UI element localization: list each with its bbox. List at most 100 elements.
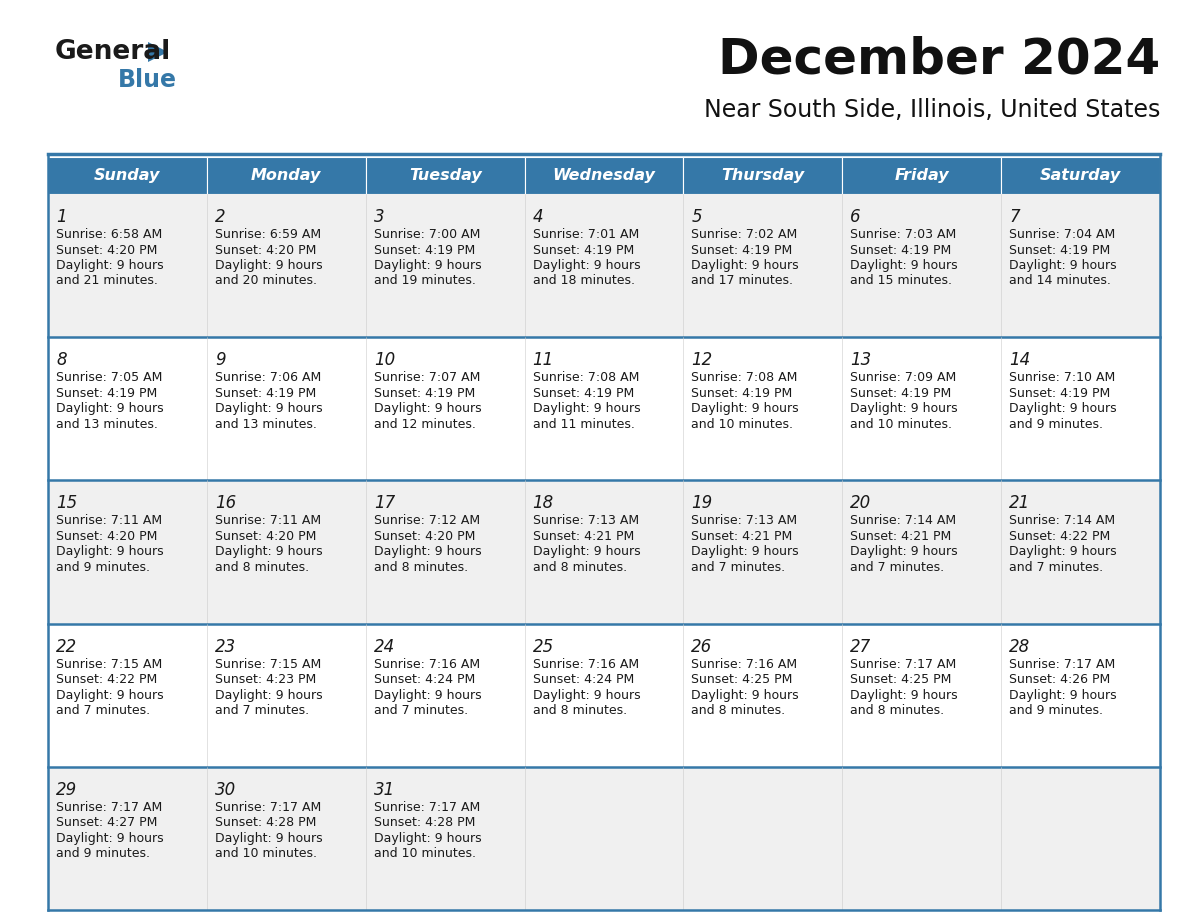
Text: 19: 19 xyxy=(691,495,713,512)
Text: Sunrise: 7:03 AM: Sunrise: 7:03 AM xyxy=(851,228,956,241)
Text: 14: 14 xyxy=(1009,352,1030,369)
Text: Sunset: 4:21 PM: Sunset: 4:21 PM xyxy=(532,530,634,543)
Text: Daylight: 9 hours: Daylight: 9 hours xyxy=(851,545,958,558)
Bar xyxy=(366,337,525,480)
Bar xyxy=(366,767,525,910)
Text: Saturday: Saturday xyxy=(1040,168,1121,183)
Text: Sunrise: 7:11 AM: Sunrise: 7:11 AM xyxy=(56,514,162,528)
Text: 24: 24 xyxy=(374,638,394,655)
Text: Monday: Monday xyxy=(251,168,322,183)
Text: and 10 minutes.: and 10 minutes. xyxy=(215,847,317,860)
Text: Daylight: 9 hours: Daylight: 9 hours xyxy=(215,259,322,272)
Text: and 9 minutes.: and 9 minutes. xyxy=(56,561,150,574)
Text: and 7 minutes.: and 7 minutes. xyxy=(1009,561,1104,574)
Text: Daylight: 9 hours: Daylight: 9 hours xyxy=(374,832,481,845)
Text: 15: 15 xyxy=(56,495,77,512)
Text: and 8 minutes.: and 8 minutes. xyxy=(374,561,468,574)
Text: Daylight: 9 hours: Daylight: 9 hours xyxy=(56,545,164,558)
Text: Sunset: 4:27 PM: Sunset: 4:27 PM xyxy=(56,816,157,829)
Text: Sunset: 4:21 PM: Sunset: 4:21 PM xyxy=(851,530,952,543)
Bar xyxy=(525,157,683,194)
Text: December 2024: December 2024 xyxy=(718,36,1159,84)
Text: Sunrise: 7:16 AM: Sunrise: 7:16 AM xyxy=(374,657,480,671)
Text: Sunday: Sunday xyxy=(94,168,160,183)
Text: and 13 minutes.: and 13 minutes. xyxy=(215,418,317,431)
Text: Sunset: 4:25 PM: Sunset: 4:25 PM xyxy=(851,673,952,686)
Bar xyxy=(842,623,1001,767)
Text: Sunset: 4:19 PM: Sunset: 4:19 PM xyxy=(1009,243,1111,256)
Text: Sunset: 4:19 PM: Sunset: 4:19 PM xyxy=(215,386,316,399)
Bar xyxy=(1001,157,1159,194)
Text: Daylight: 9 hours: Daylight: 9 hours xyxy=(691,688,800,701)
Text: Sunrise: 7:01 AM: Sunrise: 7:01 AM xyxy=(532,228,639,241)
Text: and 15 minutes.: and 15 minutes. xyxy=(851,274,953,287)
Text: and 12 minutes.: and 12 minutes. xyxy=(374,418,475,431)
Text: 17: 17 xyxy=(374,495,394,512)
Text: Sunset: 4:19 PM: Sunset: 4:19 PM xyxy=(374,386,475,399)
Text: Sunset: 4:23 PM: Sunset: 4:23 PM xyxy=(215,673,316,686)
Text: 30: 30 xyxy=(215,781,236,799)
Text: 22: 22 xyxy=(56,638,77,655)
Text: and 8 minutes.: and 8 minutes. xyxy=(532,561,627,574)
Text: Sunrise: 6:59 AM: Sunrise: 6:59 AM xyxy=(215,228,321,241)
Text: Sunset: 4:19 PM: Sunset: 4:19 PM xyxy=(1009,386,1111,399)
Text: Daylight: 9 hours: Daylight: 9 hours xyxy=(215,688,322,701)
Text: and 7 minutes.: and 7 minutes. xyxy=(56,704,150,717)
Text: General: General xyxy=(55,39,171,65)
Text: and 10 minutes.: and 10 minutes. xyxy=(851,418,953,431)
Text: Daylight: 9 hours: Daylight: 9 hours xyxy=(374,545,481,558)
Bar xyxy=(48,337,207,480)
Text: Sunset: 4:19 PM: Sunset: 4:19 PM xyxy=(374,243,475,256)
Text: Daylight: 9 hours: Daylight: 9 hours xyxy=(851,402,958,415)
Text: and 8 minutes.: and 8 minutes. xyxy=(215,561,309,574)
Text: 7: 7 xyxy=(1009,208,1019,226)
Text: and 18 minutes.: and 18 minutes. xyxy=(532,274,634,287)
Text: Wednesday: Wednesday xyxy=(552,168,656,183)
Text: Sunrise: 7:08 AM: Sunrise: 7:08 AM xyxy=(532,371,639,385)
Bar xyxy=(1001,767,1159,910)
Bar xyxy=(1001,337,1159,480)
Text: Sunset: 4:21 PM: Sunset: 4:21 PM xyxy=(691,530,792,543)
Bar xyxy=(683,194,842,337)
Text: Sunrise: 7:07 AM: Sunrise: 7:07 AM xyxy=(374,371,480,385)
Bar xyxy=(207,157,366,194)
Text: Daylight: 9 hours: Daylight: 9 hours xyxy=(1009,259,1117,272)
Text: and 21 minutes.: and 21 minutes. xyxy=(56,274,158,287)
Bar xyxy=(1001,480,1159,623)
Text: Daylight: 9 hours: Daylight: 9 hours xyxy=(1009,688,1117,701)
Bar xyxy=(842,480,1001,623)
Text: Sunset: 4:19 PM: Sunset: 4:19 PM xyxy=(532,386,634,399)
Text: Sunset: 4:19 PM: Sunset: 4:19 PM xyxy=(532,243,634,256)
Text: and 14 minutes.: and 14 minutes. xyxy=(1009,274,1111,287)
Bar xyxy=(683,157,842,194)
Text: Sunset: 4:19 PM: Sunset: 4:19 PM xyxy=(56,386,157,399)
Text: Sunrise: 7:02 AM: Sunrise: 7:02 AM xyxy=(691,228,797,241)
Text: Tuesday: Tuesday xyxy=(409,168,481,183)
Text: and 9 minutes.: and 9 minutes. xyxy=(56,847,150,860)
Text: Daylight: 9 hours: Daylight: 9 hours xyxy=(691,259,800,272)
Text: Sunset: 4:28 PM: Sunset: 4:28 PM xyxy=(374,816,475,829)
Text: 4: 4 xyxy=(532,208,543,226)
Text: and 9 minutes.: and 9 minutes. xyxy=(1009,418,1104,431)
Text: 29: 29 xyxy=(56,781,77,799)
Text: Daylight: 9 hours: Daylight: 9 hours xyxy=(532,402,640,415)
Text: and 20 minutes.: and 20 minutes. xyxy=(215,274,317,287)
Bar xyxy=(1001,194,1159,337)
Text: Sunrise: 7:12 AM: Sunrise: 7:12 AM xyxy=(374,514,480,528)
Bar xyxy=(48,623,207,767)
Bar xyxy=(207,623,366,767)
Text: Sunrise: 7:00 AM: Sunrise: 7:00 AM xyxy=(374,228,480,241)
Text: and 7 minutes.: and 7 minutes. xyxy=(691,561,785,574)
Text: Sunset: 4:20 PM: Sunset: 4:20 PM xyxy=(374,530,475,543)
Text: Sunset: 4:22 PM: Sunset: 4:22 PM xyxy=(56,673,157,686)
Text: Daylight: 9 hours: Daylight: 9 hours xyxy=(56,688,164,701)
Text: Sunset: 4:19 PM: Sunset: 4:19 PM xyxy=(691,386,792,399)
Text: Blue: Blue xyxy=(118,68,177,92)
Text: Daylight: 9 hours: Daylight: 9 hours xyxy=(532,259,640,272)
Text: Daylight: 9 hours: Daylight: 9 hours xyxy=(691,545,800,558)
Text: 6: 6 xyxy=(851,208,861,226)
Polygon shape xyxy=(148,42,168,62)
Text: Near South Side, Illinois, United States: Near South Side, Illinois, United States xyxy=(703,98,1159,122)
Text: Daylight: 9 hours: Daylight: 9 hours xyxy=(215,402,322,415)
Bar xyxy=(683,337,842,480)
